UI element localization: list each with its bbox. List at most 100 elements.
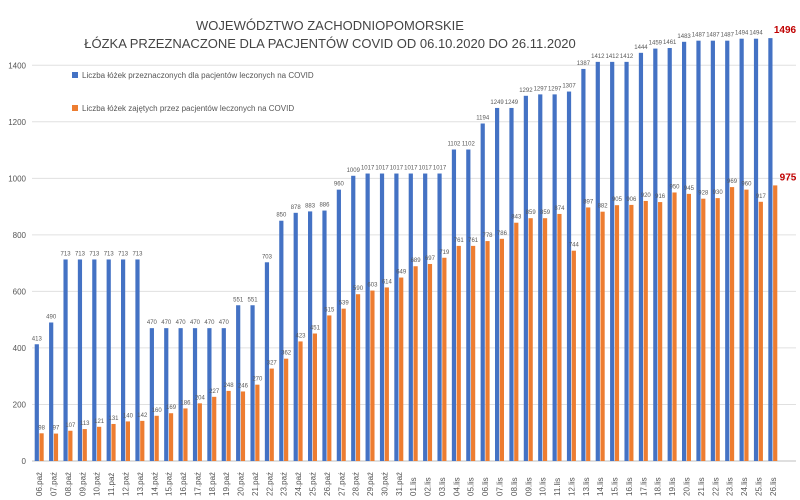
bar-allocated <box>581 68 586 461</box>
data-label: 778 <box>483 233 494 239</box>
data-label: 897 <box>583 199 594 205</box>
bar-occupied <box>168 413 174 461</box>
x-tick-label: 27.paź <box>337 472 346 496</box>
bar-occupied <box>658 202 663 461</box>
data-label: 1459 <box>649 41 663 47</box>
data-label: 843 <box>511 215 522 221</box>
bar-allocated <box>753 38 759 462</box>
data-label: 697 <box>425 256 436 262</box>
data-label: 1444 <box>634 45 648 51</box>
bar-allocated <box>106 259 111 461</box>
legend-label-allocated: Liczba łóżek przeznaczonych dla pacjentó… <box>82 71 314 80</box>
x-tick-label: 13.paź <box>136 472 145 496</box>
data-label: 1249 <box>490 100 504 106</box>
data-label: 551 <box>248 297 259 303</box>
bar-occupied <box>686 193 691 461</box>
bar-occupied <box>384 287 389 461</box>
data-label: 930 <box>713 190 724 196</box>
bar-allocated <box>725 40 730 461</box>
data-label: 142 <box>137 413 148 419</box>
y-tick-label: 600 <box>13 287 27 296</box>
data-label: 470 <box>161 320 172 326</box>
bar-occupied <box>600 211 605 461</box>
bar-allocated <box>336 189 341 461</box>
bar-allocated <box>451 149 457 461</box>
data-label: 131 <box>109 416 120 422</box>
data-label: 689 <box>411 258 422 264</box>
bar-allocated <box>178 328 183 461</box>
bar-occupied <box>355 294 361 461</box>
data-label: 470 <box>204 320 215 326</box>
y-tick-label: 400 <box>13 344 27 353</box>
data-label: 140 <box>123 413 134 419</box>
data-label: 551 <box>233 297 244 303</box>
bar-allocated <box>221 328 226 461</box>
bar-occupied <box>744 189 749 461</box>
bar-allocated <box>538 94 543 461</box>
bar-allocated <box>423 173 428 461</box>
data-label: 362 <box>281 351 292 357</box>
data-label: 761 <box>468 238 479 244</box>
data-label: 1249 <box>505 100 519 106</box>
x-tick-label: 06.paź <box>35 472 44 496</box>
x-tick-label: 02.lis <box>424 477 433 496</box>
data-label: 413 <box>32 336 43 342</box>
bar-allocated <box>279 220 284 461</box>
data-label: 761 <box>454 238 465 244</box>
data-label: 614 <box>382 279 393 285</box>
bar-occupied <box>773 185 778 461</box>
bar-allocated <box>92 259 97 461</box>
data-label: 470 <box>176 320 187 326</box>
bar-occupied <box>528 218 533 461</box>
bar-allocated <box>552 94 557 461</box>
bar-occupied <box>298 341 303 461</box>
y-tick-label: 1200 <box>8 118 26 127</box>
data-label: 248 <box>224 383 235 389</box>
x-tick-label: 06.lis <box>481 477 490 496</box>
data-label: 451 <box>310 326 321 332</box>
x-tick-label: 15.lis <box>611 477 620 496</box>
data-label: 920 <box>641 193 652 199</box>
data-label: 186 <box>180 400 191 406</box>
data-label: 1194 <box>476 115 490 121</box>
x-tick-label: 23.lis <box>726 477 735 496</box>
x-tick-label: 08.lis <box>510 477 519 496</box>
data-label: 886 <box>319 203 330 209</box>
data-label: 246 <box>238 383 249 389</box>
x-tick-label: 11.paź <box>107 473 116 496</box>
data-label: 107 <box>65 423 76 429</box>
data-label: 883 <box>305 203 316 209</box>
data-label: 1487 <box>706 33 720 39</box>
data-label: 1017 <box>433 166 447 172</box>
x-tick-label: 30.paź <box>380 472 389 496</box>
bar-allocated <box>509 107 514 461</box>
data-label: 713 <box>75 251 86 257</box>
bar-allocated <box>164 328 169 461</box>
bar-allocated <box>739 38 744 462</box>
bar-allocated <box>595 61 600 462</box>
data-label: 97 <box>53 426 60 432</box>
legend-swatch-orange <box>72 105 78 111</box>
bar-allocated <box>566 91 572 462</box>
data-label: 1017 <box>404 166 418 172</box>
bar-occupied <box>197 403 202 461</box>
x-tick-label: 16.lis <box>625 477 634 496</box>
legend: Liczba łóżek przeznaczonych dla pacjentó… <box>72 71 314 113</box>
bar-allocated <box>682 41 687 462</box>
data-label: 113 <box>80 421 90 427</box>
bar-occupied <box>499 238 504 461</box>
bar-occupied <box>183 408 188 461</box>
bar-occupied <box>399 277 404 461</box>
bar-allocated <box>437 173 442 461</box>
bar-occupied <box>212 396 217 461</box>
x-tick-label: 11.lis <box>553 478 562 496</box>
bar-allocated <box>351 175 356 461</box>
bar-occupied <box>442 257 447 461</box>
data-label: 1412 <box>591 54 605 60</box>
bar-occupied <box>471 245 476 461</box>
chart-title-line-1: WOJEWÓDZTWO ZACHODNIOPOMORSKIE <box>196 18 464 33</box>
bar-occupied <box>427 263 433 461</box>
data-label: 204 <box>195 395 206 401</box>
data-label: 1412 <box>620 54 634 60</box>
